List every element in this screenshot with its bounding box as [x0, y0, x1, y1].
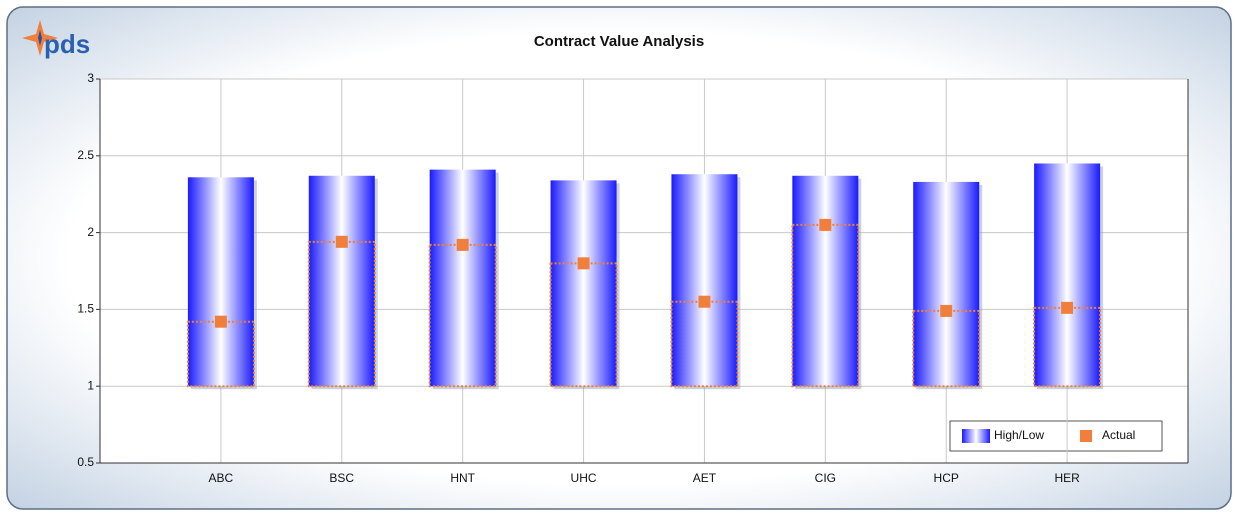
actual-marker [577, 257, 590, 270]
bar [429, 169, 496, 387]
x-tick-label: AET [693, 471, 717, 485]
bar [671, 174, 738, 387]
plot-area [100, 79, 1188, 463]
bar [1034, 163, 1101, 387]
legend-label: High/Low [994, 428, 1044, 442]
x-tick-label: HCP [934, 471, 959, 485]
bar [308, 175, 375, 387]
legend-swatch [1080, 430, 1092, 442]
y-tick-label: 3 [87, 71, 94, 85]
actual-marker [456, 238, 469, 251]
bar [187, 177, 254, 387]
x-tick-label: HNT [450, 471, 475, 485]
x-tick-label: ABC [209, 471, 234, 485]
y-tick-label: 1 [87, 378, 94, 392]
y-tick-label: 1.5 [77, 302, 94, 316]
legend-label: Actual [1102, 428, 1135, 442]
bar [913, 181, 980, 387]
actual-marker [335, 235, 348, 248]
x-tick-label: UHC [571, 471, 597, 485]
chart-title: Contract Value Analysis [534, 33, 704, 50]
logo-icon [22, 20, 58, 56]
bar [550, 180, 617, 387]
x-tick-label: BSC [329, 471, 354, 485]
y-tick-label: 2 [87, 225, 94, 239]
legend-swatch [962, 429, 990, 443]
x-tick-label: HER [1054, 471, 1080, 485]
actual-marker [214, 315, 227, 328]
actual-marker [819, 218, 832, 231]
y-tick-label: 2.5 [77, 148, 94, 162]
actual-marker [940, 304, 953, 317]
actual-marker [698, 295, 711, 308]
actual-marker [1061, 301, 1074, 314]
x-tick-label: CIG [815, 471, 836, 485]
bar [792, 175, 859, 387]
logo: pds [44, 29, 90, 59]
y-tick-label: 0.5 [77, 455, 94, 469]
